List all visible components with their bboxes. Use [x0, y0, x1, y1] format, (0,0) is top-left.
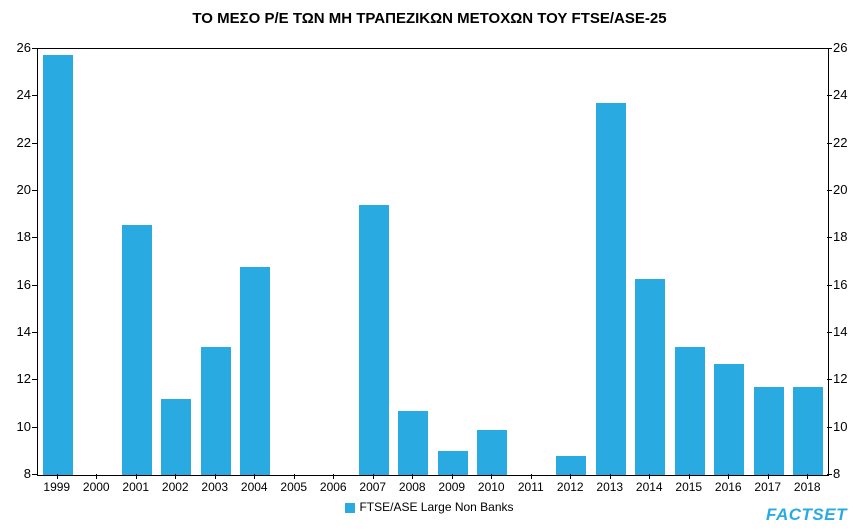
x-tick: 2005: [280, 480, 307, 494]
y-tick-left: 22: [9, 135, 31, 150]
x-tick: 2002: [162, 480, 189, 494]
y-tick-left: 10: [9, 419, 31, 434]
x-tick: 2018: [794, 480, 821, 494]
bar: [359, 205, 389, 475]
x-tick: 2007: [359, 480, 386, 494]
y-tick-right: 12: [833, 371, 847, 386]
bar: [635, 279, 665, 475]
y-tick-right: 20: [833, 182, 847, 197]
y-tick-right: 26: [833, 40, 847, 55]
x-tick: 2014: [636, 480, 663, 494]
chart-title: ΤΟ ΜΕΣΟ P/E ΤΩΝ ΜΗ ΤΡΑΠΕΖΙΚΩΝ ΜΕΤΟΧΩΝ ΤΟ…: [0, 10, 859, 27]
bar: [122, 225, 152, 475]
bar: [438, 451, 468, 475]
y-tick-left: 20: [9, 182, 31, 197]
x-tick: 2009: [438, 480, 465, 494]
x-tick: 2003: [201, 480, 228, 494]
y-tick-right: 18: [833, 229, 847, 244]
bar: [161, 399, 191, 475]
bar: [398, 411, 428, 475]
y-tick-left: 24: [9, 87, 31, 102]
bar: [754, 387, 784, 475]
bar: [714, 364, 744, 475]
x-tick: 2016: [715, 480, 742, 494]
x-tick: 2000: [83, 480, 110, 494]
x-tick: 2004: [241, 480, 268, 494]
y-tick-left: 18: [9, 229, 31, 244]
x-tick: 2006: [320, 480, 347, 494]
legend-swatch: [345, 503, 355, 513]
x-tick: 2001: [122, 480, 149, 494]
bar: [596, 103, 626, 475]
x-tick: 2015: [675, 480, 702, 494]
x-tick: 2008: [399, 480, 426, 494]
y-tick-right: 22: [833, 135, 847, 150]
y-tick-left: 8: [9, 466, 31, 481]
bar: [793, 387, 823, 475]
bar: [477, 430, 507, 475]
y-tick-right: 24: [833, 87, 847, 102]
y-tick-left: 16: [9, 277, 31, 292]
x-tick: 2017: [754, 480, 781, 494]
x-tick: 1999: [43, 480, 70, 494]
bar: [675, 347, 705, 475]
y-tick-right: 16: [833, 277, 847, 292]
legend-label: FTSE/ASE Large Non Banks: [359, 500, 513, 514]
bar: [240, 267, 270, 475]
y-tick-right: 14: [833, 324, 847, 339]
x-tick: 2011: [518, 480, 544, 494]
x-tick: 2010: [478, 480, 505, 494]
plot-area: [37, 48, 829, 476]
x-tick: 2013: [596, 480, 623, 494]
brand-label: FACTSET: [766, 505, 847, 525]
bar: [43, 55, 73, 475]
bar: [556, 456, 586, 475]
y-tick-left: 26: [9, 40, 31, 55]
y-tick-right: 8: [833, 466, 840, 481]
y-tick-left: 14: [9, 324, 31, 339]
y-tick-right: 10: [833, 419, 847, 434]
chart-container: ΤΟ ΜΕΣΟ P/E ΤΩΝ ΜΗ ΤΡΑΠΕΖΙΚΩΝ ΜΕΤΟΧΩΝ ΤΟ…: [0, 0, 859, 531]
y-tick-left: 12: [9, 371, 31, 386]
legend: FTSE/ASE Large Non Banks: [0, 500, 859, 514]
bar: [201, 347, 231, 475]
x-tick: 2012: [557, 480, 584, 494]
